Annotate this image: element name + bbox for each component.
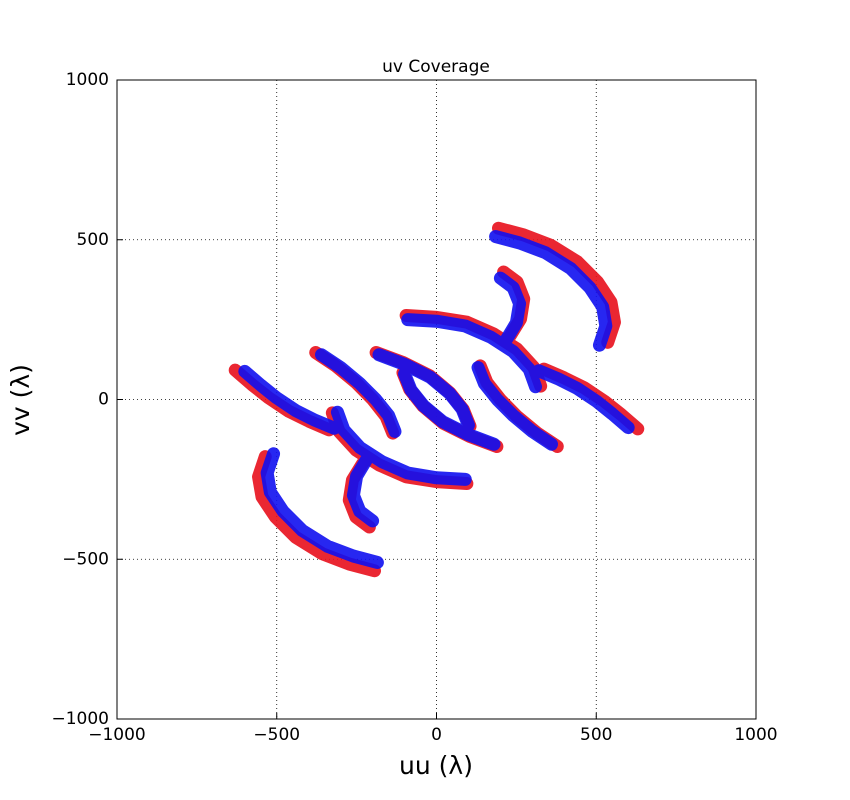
x-tick-label: 500 <box>580 725 612 745</box>
y-tick-label: 0 <box>98 390 109 410</box>
x-tick-label: −1000 <box>88 725 146 745</box>
chart-title: uv Coverage <box>382 57 490 77</box>
y-tick-label: −1000 <box>51 709 109 729</box>
plot-frame <box>116 79 757 720</box>
y-tick-label: 500 <box>77 230 109 250</box>
y-tick-label: −500 <box>62 549 109 569</box>
x-tick-label: 0 <box>431 725 442 745</box>
y-axis-label: vv (λ) <box>6 364 35 436</box>
x-tick-label: 1000 <box>734 725 777 745</box>
uv-track <box>238 230 635 569</box>
y-tick-label: 1000 <box>66 70 109 90</box>
x-axis-label: uu (λ) <box>399 751 473 780</box>
x-tick-label: −500 <box>253 725 300 745</box>
